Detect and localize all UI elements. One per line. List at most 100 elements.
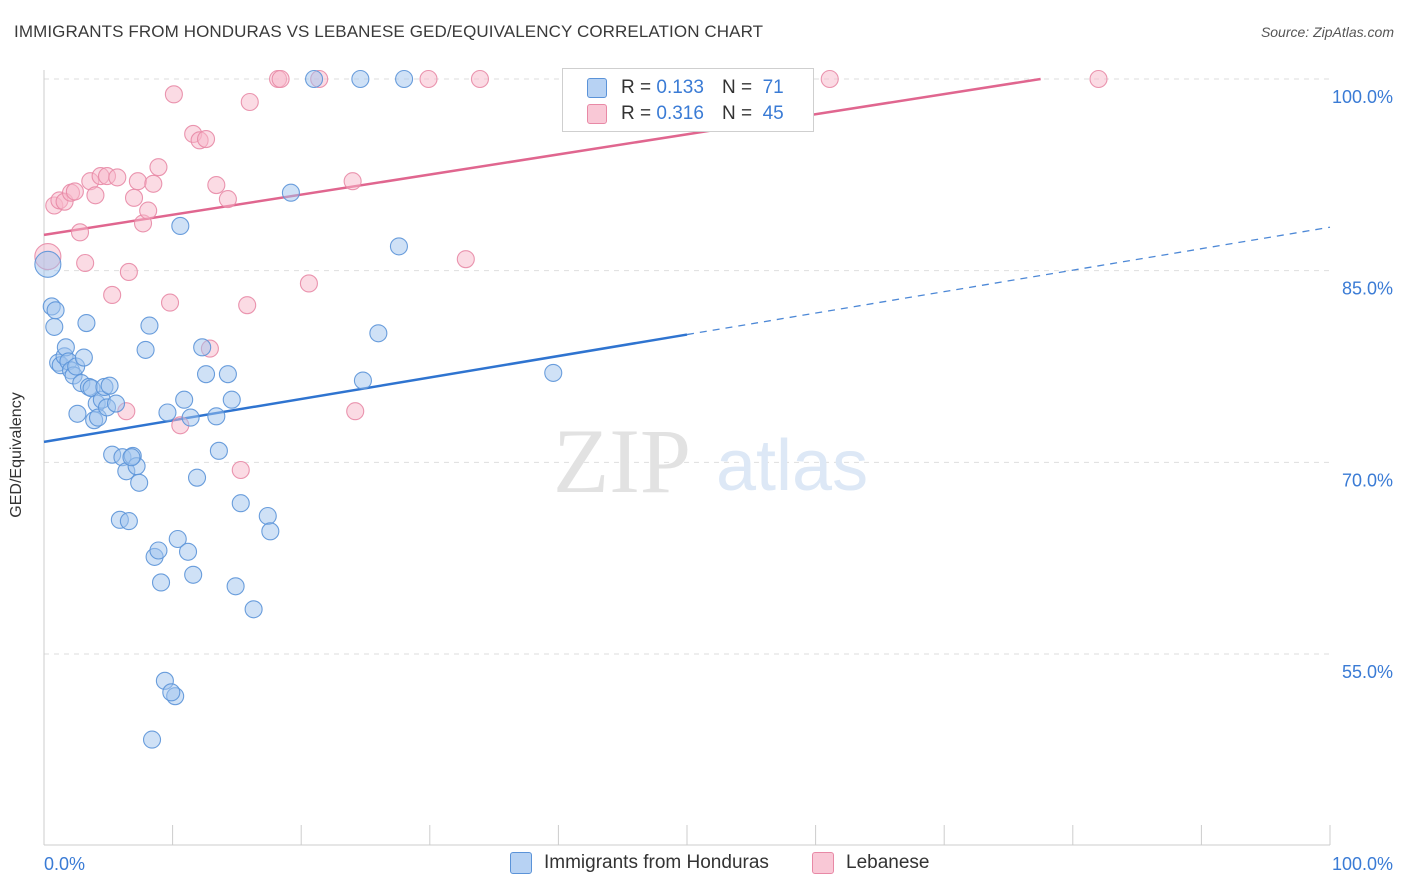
data-point-honduras [207, 407, 226, 426]
data-point-honduras [142, 730, 162, 749]
data-point-lebanese [240, 92, 259, 112]
data-point-lebanese [144, 174, 163, 193]
data-point-honduras [389, 237, 408, 256]
data-point-lebanese [139, 201, 158, 220]
zipatlas-watermark: ZIP atlas [553, 410, 868, 512]
data-point-lebanese [124, 188, 144, 207]
data-point-honduras [119, 512, 138, 531]
data-point-honduras [162, 683, 181, 702]
data-point-honduras [261, 522, 280, 541]
data-point-honduras [77, 314, 96, 333]
data-point-honduras [100, 376, 119, 395]
data-point-honduras [193, 338, 212, 357]
data-point-honduras [258, 506, 277, 526]
r-value: 0.316 [656, 103, 704, 124]
y-axis-label: GED/Equivalency [8, 392, 25, 518]
tick-labels: 55.0% 70.0% 85.0% 100.0% 0.0% 100.0% [44, 87, 1393, 874]
x-tick-label-max: 100.0% [1332, 854, 1393, 874]
data-point-honduras [106, 394, 126, 413]
data-point-honduras [46, 301, 65, 320]
trend-lines [43, 77, 1331, 444]
data-point-lebanese [218, 190, 237, 209]
data-point-lebanese [149, 158, 168, 177]
data-point-lebanese [419, 69, 438, 89]
data-point-honduras [196, 365, 216, 384]
r-label: R = [621, 103, 652, 124]
data-point-honduras [140, 316, 159, 335]
data-point-lebanese [271, 69, 290, 89]
n-value: 45 [762, 103, 784, 124]
legend-row-lebanese: R = 0.316 N = 45 [587, 102, 784, 126]
data-point-lebanese [299, 274, 318, 293]
data-points [34, 69, 1108, 749]
data-point-lebanese [103, 285, 122, 304]
trend-line-extension-0 [686, 226, 1331, 336]
data-point-lebanese [128, 172, 147, 191]
data-point-honduras [171, 216, 190, 235]
data-point-lebanese [76, 253, 95, 273]
data-point-honduras [395, 69, 414, 89]
legend-row-honduras: R = 0.133 N = 71 [587, 76, 784, 100]
data-point-honduras [158, 403, 177, 422]
chart-title: IMMIGRANTS FROM HONDURAS VS LEBANESE GED… [14, 22, 764, 41]
data-point-honduras [45, 317, 64, 336]
data-point-honduras [209, 441, 228, 460]
trend-line-1 [43, 77, 1041, 237]
data-point-honduras [175, 390, 194, 409]
n-label: N = [721, 77, 753, 98]
data-point-lebanese [343, 172, 362, 191]
data-point-honduras [281, 183, 300, 202]
legend-item-lebanese: Lebanese [812, 852, 929, 874]
data-point-lebanese [65, 182, 84, 201]
x-tick-label-min: 0.0% [44, 854, 85, 874]
data-point-honduras [231, 494, 250, 513]
data-point-honduras [151, 573, 171, 592]
data-point-honduras [184, 565, 203, 584]
data-point-lebanese [164, 85, 183, 104]
data-point-lebanese [70, 223, 90, 242]
y-tick-label: 55.0% [1342, 662, 1393, 682]
data-point-honduras [351, 69, 370, 89]
data-point-honduras [130, 473, 149, 492]
lebanese-legend-swatch [812, 852, 834, 874]
y-tick-label: 70.0% [1342, 470, 1393, 490]
r-value: 0.133 [656, 77, 704, 98]
n-label: N = [721, 103, 753, 124]
data-point-honduras [122, 448, 141, 467]
data-point-lebanese [238, 296, 257, 315]
data-point-lebanese [231, 460, 250, 480]
data-point-lebanese [119, 262, 138, 281]
watermark-atlas: atlas [716, 426, 868, 506]
data-point-honduras [187, 468, 207, 487]
data-point-lebanese [160, 293, 180, 312]
n-value: 71 [762, 77, 784, 98]
data-point-lebanese [456, 250, 475, 269]
data-point-honduras [369, 324, 388, 343]
data-point-lebanese [346, 402, 365, 421]
axes [43, 70, 1331, 846]
data-point-honduras [136, 340, 155, 359]
data-point-honduras [181, 408, 200, 427]
correlation-legend: R = 0.133 N = 71 R = 0.316 N = 45 [562, 68, 814, 132]
data-point-honduras [168, 529, 187, 549]
data-point-honduras [178, 542, 198, 561]
data-point-lebanese [820, 69, 839, 89]
honduras-swatch [587, 78, 607, 98]
honduras-legend-label: Immigrants from Honduras [544, 852, 769, 873]
legend-item-honduras: Immigrants from Honduras [510, 852, 769, 874]
data-point-honduras [244, 600, 263, 619]
data-point-lebanese [196, 130, 216, 149]
data-point-honduras [226, 577, 245, 596]
data-point-lebanese [470, 69, 490, 89]
gridlines [44, 78, 1330, 655]
data-point-honduras [305, 69, 324, 89]
data-point-lebanese [1089, 69, 1108, 89]
r-label: R = [621, 77, 652, 98]
data-point-lebanese [108, 168, 127, 187]
data-point-honduras [149, 541, 168, 560]
data-point-honduras [353, 371, 372, 390]
y-tick-label: 100.0% [1332, 87, 1393, 107]
data-point-honduras [222, 390, 241, 409]
data-point-honduras [74, 348, 93, 367]
source-credit: Source: ZipAtlas.com [1260, 24, 1394, 40]
